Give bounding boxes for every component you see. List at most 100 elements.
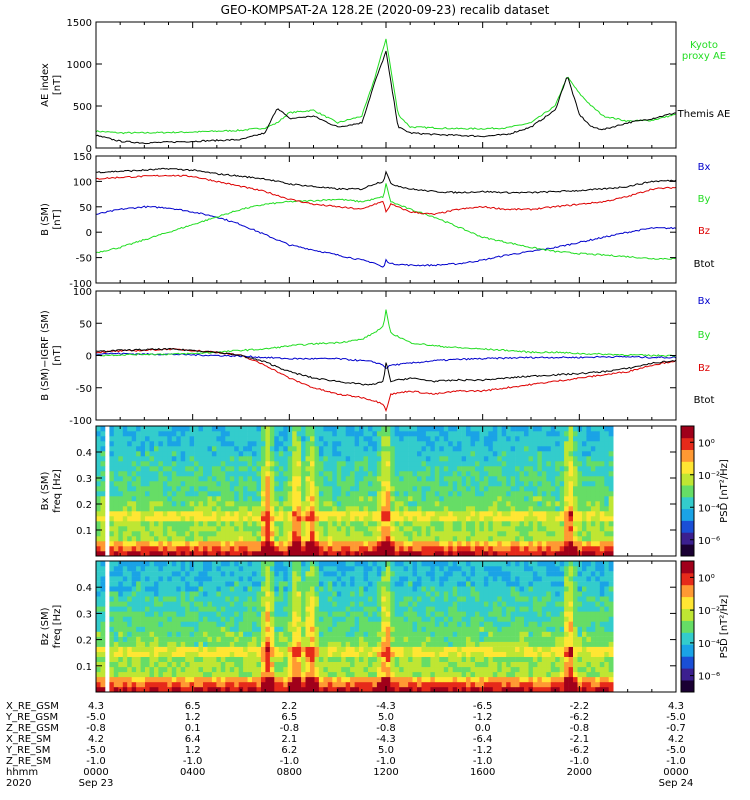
spectrogram-cell	[158, 441, 164, 447]
spectrogram-cell	[154, 611, 159, 617]
spectrogram-cell	[403, 431, 409, 437]
spectrogram-cell	[96, 551, 101, 557]
spectrogram-cell	[506, 476, 511, 482]
spectrogram-cell	[296, 431, 302, 437]
spectrogram-cell	[140, 611, 146, 617]
spectrogram-cell	[278, 621, 284, 627]
spectrogram-cell	[332, 436, 338, 442]
spectrogram-cell	[430, 436, 436, 442]
spectrogram-cell	[457, 471, 462, 477]
spectrogram-cell	[96, 646, 101, 652]
spectrogram-cell	[243, 551, 248, 557]
spectrogram-cell	[252, 451, 257, 457]
spectrogram-cell	[189, 491, 195, 497]
spectrogram-cell	[234, 476, 239, 482]
spectrogram-cell	[385, 506, 391, 512]
spectrogram-cell	[140, 601, 146, 607]
spectrogram-cell	[194, 531, 199, 537]
spectrogram-cell	[376, 491, 382, 497]
spectrogram-cell	[229, 471, 235, 477]
spectrogram-cell	[234, 671, 239, 678]
spectrogram-cell	[287, 586, 293, 592]
spectrogram-cell	[385, 426, 391, 432]
spectrogram-cell	[372, 496, 378, 502]
spectrogram-cell	[247, 676, 253, 683]
spectrogram-cell	[211, 436, 217, 442]
spectrogram-cell	[131, 446, 137, 452]
spectrogram-cell	[559, 511, 565, 517]
spectrogram-cell	[189, 466, 195, 472]
spectrogram-cell	[167, 666, 173, 673]
spectrogram-cell	[457, 466, 462, 472]
spectrogram-cell	[109, 476, 115, 482]
spectrogram-cell	[283, 666, 289, 673]
spectrogram-cell	[122, 591, 128, 597]
spectrogram-cell	[118, 626, 124, 632]
spectrogram-cell	[354, 436, 360, 442]
spectrogram-cell	[573, 516, 578, 522]
spectrogram-cell	[185, 521, 190, 527]
spectrogram-cell	[96, 576, 101, 582]
colorbar-segment	[681, 485, 694, 498]
spectrogram-cell	[247, 681, 253, 688]
spectrogram-cell	[443, 541, 449, 547]
spectrogram-cell	[573, 551, 578, 557]
spectrogram-cell	[149, 566, 155, 572]
spectrogram-cell	[154, 441, 159, 447]
spectrogram-cell	[109, 586, 115, 592]
spectrogram-cell	[318, 681, 324, 688]
spectrogram-cell	[519, 441, 525, 447]
spectrogram-cell	[122, 551, 128, 557]
spectrogram-cell	[354, 536, 360, 542]
spectrogram-cell	[479, 531, 485, 537]
spectrogram-cell	[586, 476, 592, 482]
spectrogram-cell	[158, 471, 164, 477]
spectrogram-cell	[528, 466, 534, 472]
spectrogram-cell	[430, 496, 436, 502]
spectrogram-cell	[100, 676, 106, 683]
spectrogram-cell	[243, 681, 248, 688]
spectrogram-cell	[274, 576, 280, 582]
spectrogram-cell	[390, 546, 396, 552]
spectrogram-cell	[189, 636, 195, 642]
spectrogram-cell	[225, 661, 231, 668]
spectrogram-cell	[158, 511, 164, 517]
spectrogram-cell	[510, 431, 516, 437]
spectrogram-cell	[577, 521, 583, 527]
spectrogram-cell	[261, 531, 266, 537]
spectrogram-cell	[430, 441, 436, 447]
spectrogram-cell	[256, 561, 262, 567]
spectrogram-cell	[194, 481, 199, 487]
spectrogram-cell	[194, 486, 199, 492]
spectrogram-cell	[332, 661, 338, 668]
spectrogram-cell	[310, 566, 315, 572]
spectrogram-cell	[265, 476, 271, 482]
spectrogram-cell	[582, 536, 587, 542]
spectrogram-cell	[238, 621, 244, 627]
spectrogram-cell	[483, 466, 489, 472]
spectrogram-cell	[211, 646, 217, 652]
spectrogram-cell	[318, 641, 324, 647]
spectrogram-cell	[350, 481, 355, 487]
spectrogram-cell	[252, 571, 257, 577]
spectrogram-cell	[341, 526, 346, 532]
spectrogram-cell	[519, 451, 525, 457]
spectrogram-cell	[332, 551, 338, 557]
spectrogram-cell	[327, 651, 333, 657]
spectrogram-cell	[412, 481, 418, 487]
spectrogram-cell	[359, 606, 364, 612]
spectrogram-cell	[216, 446, 222, 452]
spectrogram-cell	[408, 506, 413, 512]
spectrogram-cell	[113, 451, 119, 457]
spectrogram-cell	[158, 636, 164, 642]
spectrogram-cell	[314, 456, 320, 462]
spectrogram-cell	[586, 541, 592, 547]
spectrogram-cell	[412, 541, 418, 547]
spectrogram-cell	[211, 561, 217, 567]
spectrogram-cell	[176, 646, 182, 652]
spectrogram-cell	[100, 541, 106, 547]
spectrogram-cell	[189, 461, 195, 467]
spectrogram-cell	[216, 591, 222, 597]
spectrogram-cell	[430, 546, 436, 552]
spectrogram-cell	[582, 521, 587, 527]
